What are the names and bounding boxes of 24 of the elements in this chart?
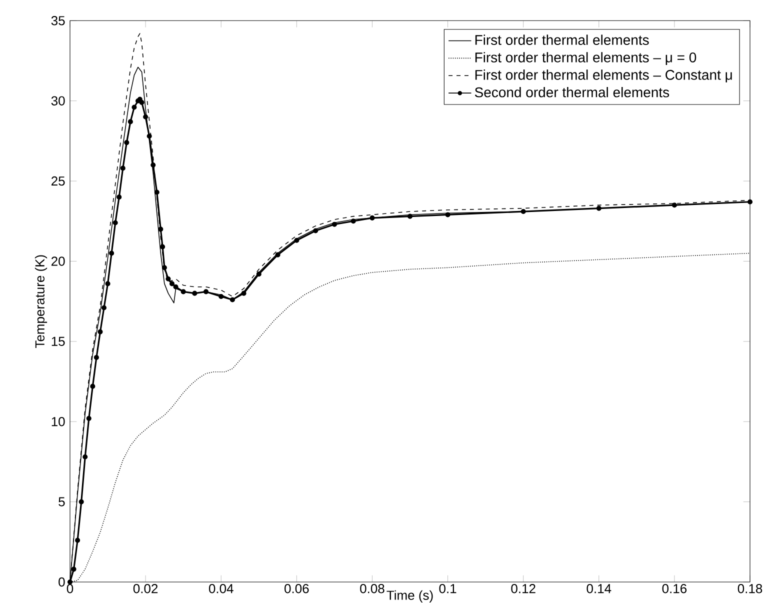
x-tick-label: 0.14 bbox=[586, 584, 612, 594]
y-tick-label: 30 bbox=[51, 96, 65, 106]
y-tick-label: 15 bbox=[52, 336, 65, 346]
x-tick-label: 0.16 bbox=[662, 584, 687, 594]
y-tick-label: 20 bbox=[51, 256, 65, 266]
x-tick-label: 0.06 bbox=[284, 584, 309, 594]
x-tick-label: 0.1 bbox=[439, 584, 456, 594]
x-tick-label: 0 bbox=[66, 584, 74, 594]
x-tick-label: 0.04 bbox=[208, 584, 234, 594]
x-axis-title: Time (s) bbox=[386, 590, 433, 602]
y-tick-label: 5 bbox=[58, 497, 65, 506]
legend-label: Second order thermal elements bbox=[474, 87, 670, 98]
y-axis-title: Temperature (K) bbox=[34, 255, 48, 348]
y-tick-label: 0 bbox=[58, 577, 65, 587]
x-tick-label: 0.08 bbox=[360, 584, 384, 594]
legend-label: First order thermal elements – μ = 0 bbox=[475, 52, 696, 65]
x-tick-label: 0.12 bbox=[511, 584, 536, 594]
legend-label: First order thermal elements bbox=[475, 34, 649, 45]
x-tick-label: 0.18 bbox=[738, 584, 762, 594]
x-tick-label: 0.02 bbox=[133, 584, 158, 594]
legend-label: First order thermal elements – Constant μ bbox=[475, 70, 732, 82]
y-tick-label: 35 bbox=[51, 16, 65, 26]
y-tick-label: 10 bbox=[52, 417, 65, 426]
y-tick-label: 25 bbox=[51, 176, 65, 186]
